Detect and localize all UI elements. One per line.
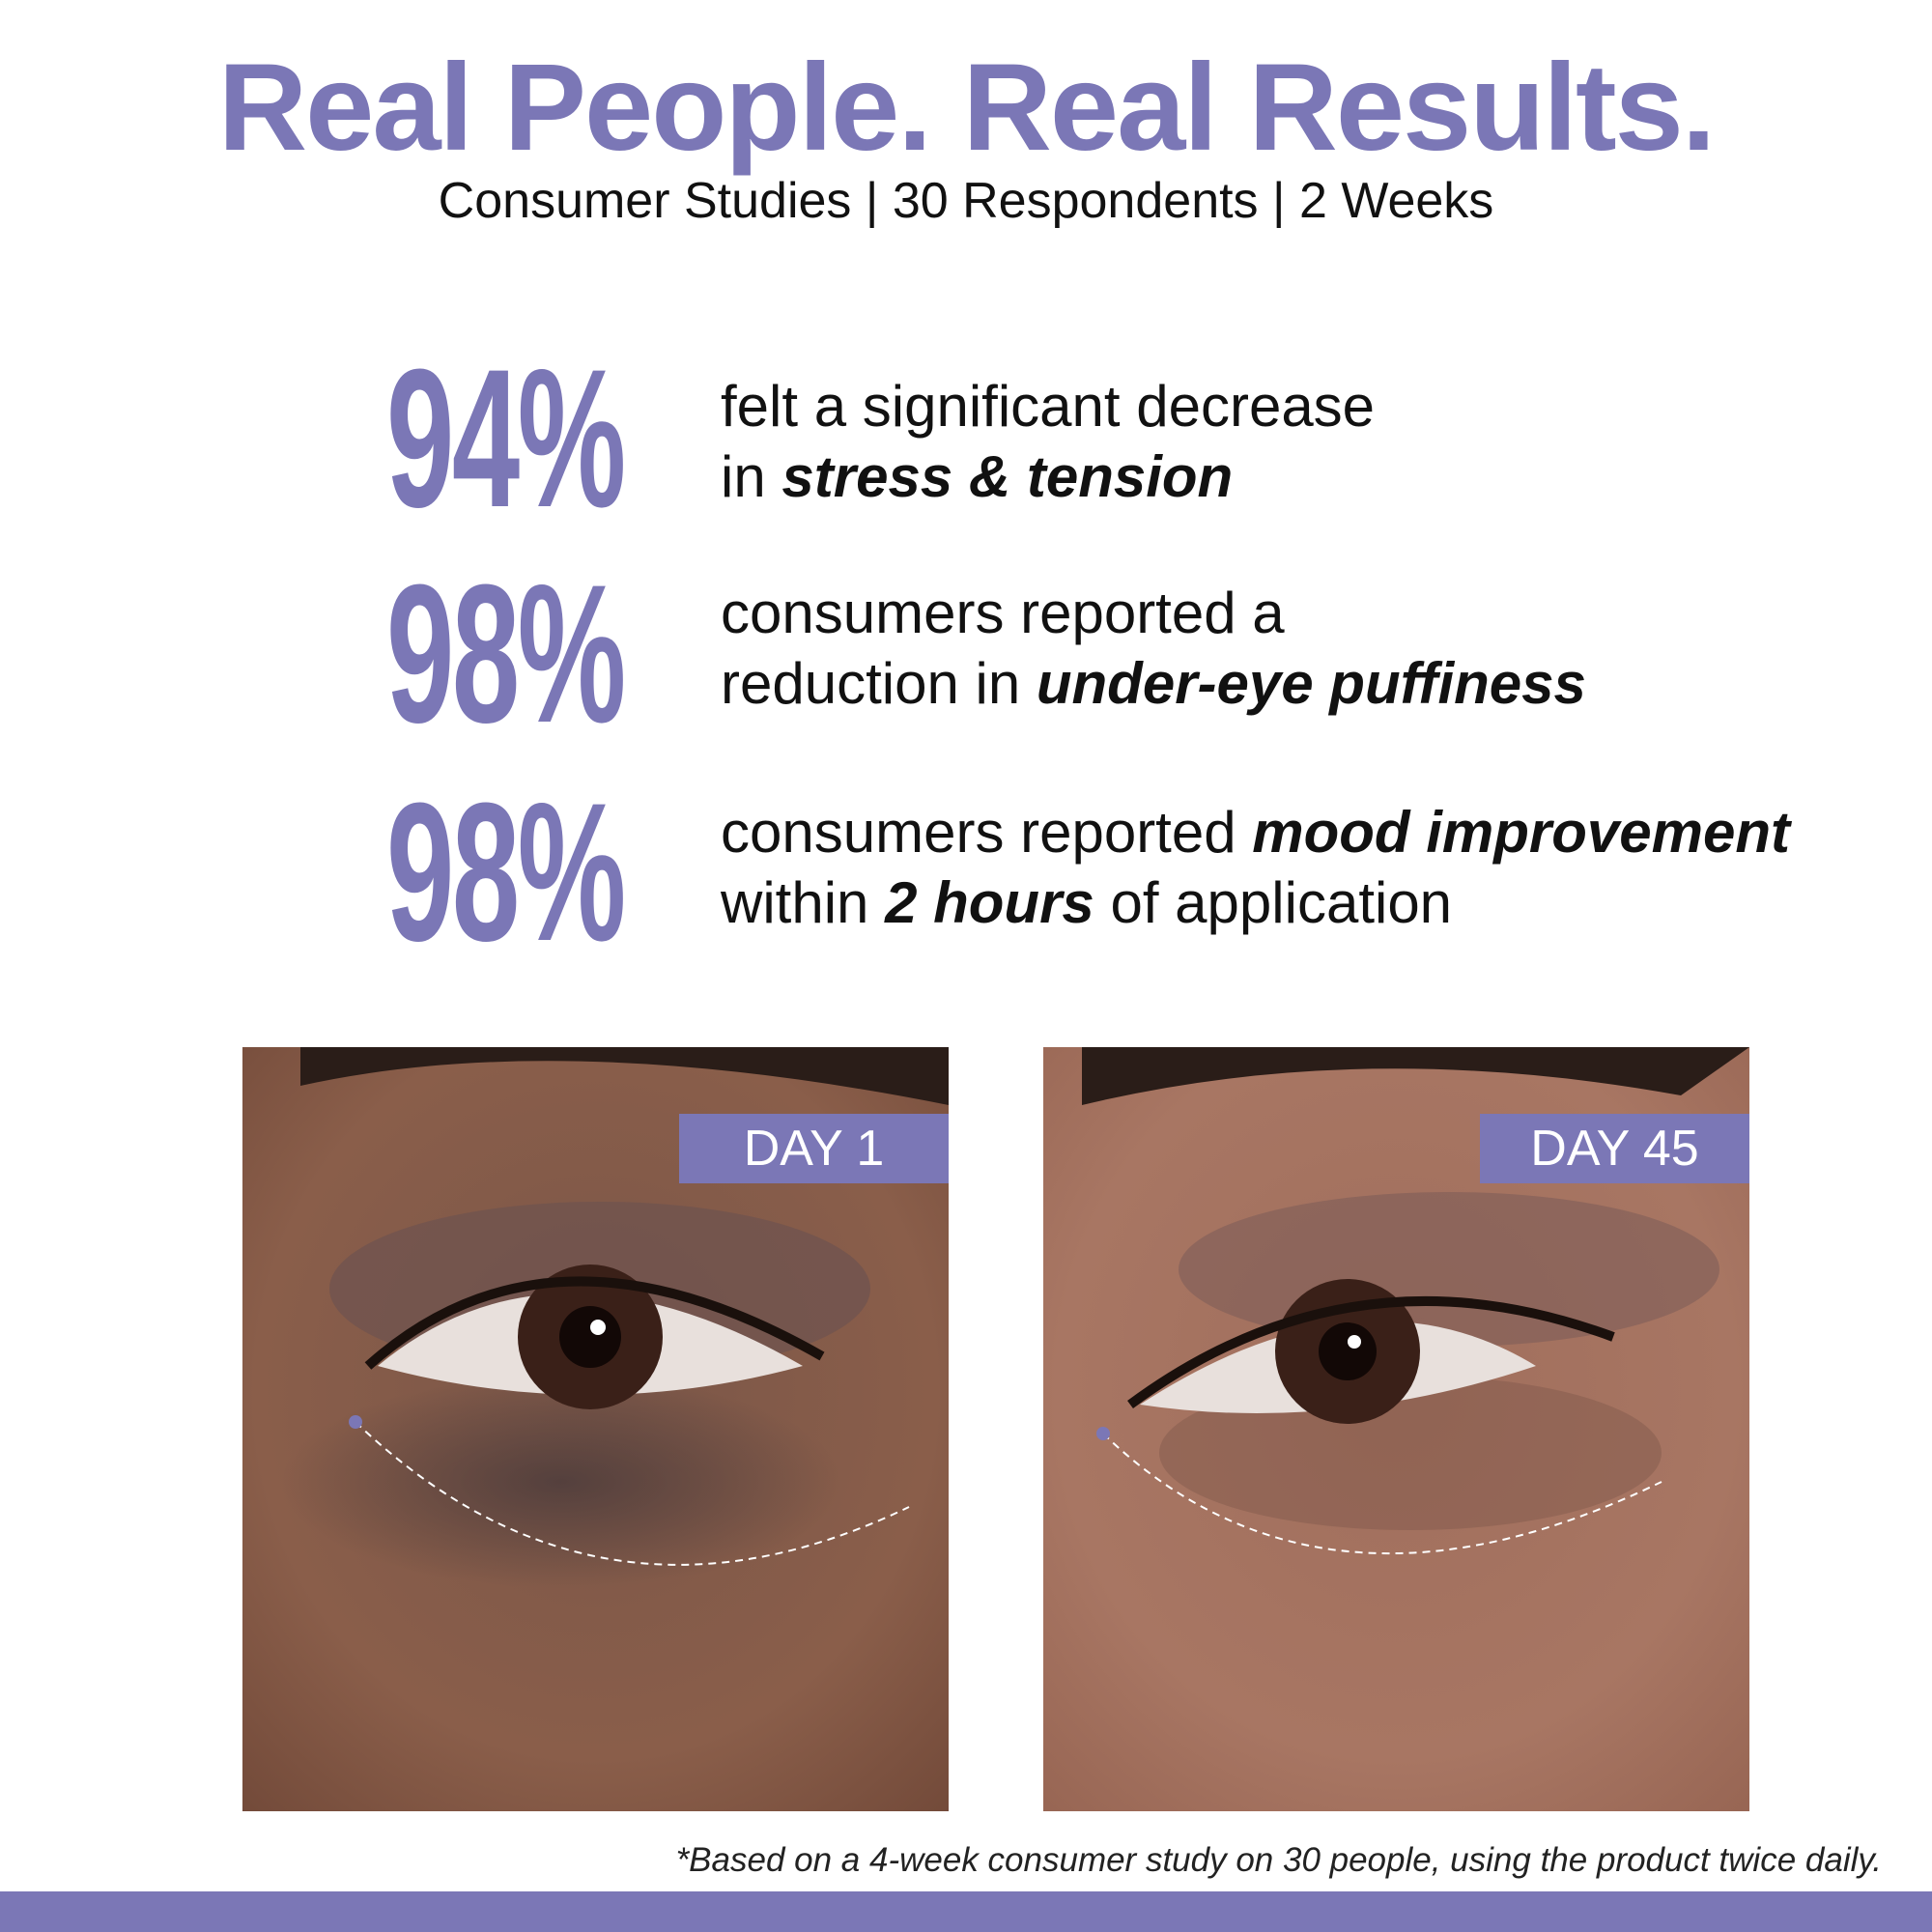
stat-value-stress: 94% [386, 328, 626, 549]
stat-description-mood: consumers reported mood improvement with… [721, 797, 1790, 938]
stat-emphasis: mood improvement [1252, 800, 1790, 865]
stat-value-mood: 98% [386, 762, 626, 982]
stat-emphasis: under-eye puffiness [1036, 651, 1586, 716]
stat-line: reduction in under-eye puffiness [721, 648, 1586, 719]
stat-emphasis: stress & tension [781, 444, 1234, 509]
stat-line: within 2 hours of application [721, 867, 1790, 938]
day-label: DAY 1 [679, 1114, 949, 1183]
stat-line: consumers reported a [721, 581, 1285, 645]
footnote: *Based on a 4-week consumer study on 30 … [675, 1841, 1882, 1879]
marker-dot [1096, 1427, 1110, 1440]
page-title: Real People. Real Results. [217, 39, 1717, 177]
under-eye-dashed-curve [1102, 1433, 1662, 1555]
stat-line: felt a significant decrease [721, 374, 1376, 439]
before-photo: DAY 1 [242, 1047, 949, 1811]
stat-line: in stress & tension [721, 441, 1375, 512]
stat-description-stress: felt a significant decrease in stress & … [721, 371, 1375, 512]
after-photo: DAY 45 [1043, 1047, 1749, 1811]
stat-line: consumers reported mood improvement [721, 797, 1790, 867]
stat-text: within [721, 870, 886, 935]
under-eye-dashed-curve [355, 1421, 910, 1566]
day-label: DAY 45 [1480, 1114, 1749, 1183]
stat-text: in [721, 444, 782, 509]
page-subtitle: Consumer Studies | 30 Respondents | 2 We… [438, 173, 1494, 229]
marker-dot [349, 1415, 362, 1429]
stat-description-puffiness: consumers reported a reduction in under-… [721, 578, 1586, 719]
bottom-accent-bar [0, 1891, 1932, 1932]
stat-emphasis: 2 hours [885, 870, 1094, 935]
stat-value-puffiness: 98% [386, 544, 626, 764]
stat-text: of application [1094, 870, 1453, 935]
stat-text: reduction in [721, 651, 1037, 716]
stat-text: consumers reported [721, 800, 1253, 865]
